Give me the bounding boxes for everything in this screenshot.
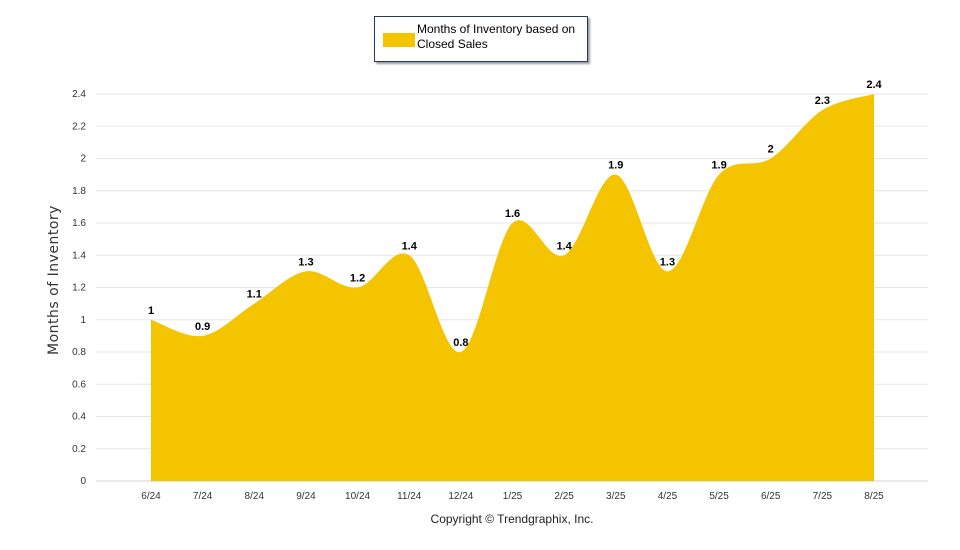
y-tick-label: 1.4 bbox=[72, 250, 86, 261]
y-tick-label: 0 bbox=[80, 476, 86, 487]
y-tick-label: 0.2 bbox=[72, 444, 86, 455]
x-tick-label: 7/24 bbox=[193, 491, 213, 502]
data-label: 1.3 bbox=[298, 256, 313, 268]
data-labels: 1 0.9 1.1 1.3 1.2 1.4 0.8 1.6 1.4 1.9 1.3 1.9 2 2.3 2.… bbox=[148, 79, 883, 349]
legend-label: Months of Inventory based on Closed Sale… bbox=[417, 22, 576, 51]
data-label: 1.1 bbox=[247, 289, 262, 301]
data-label: 1.9 bbox=[711, 160, 726, 172]
data-label: 1.3 bbox=[660, 256, 675, 268]
y-tick-label: 2.2 bbox=[72, 121, 86, 132]
y-tick-label: 0.4 bbox=[72, 412, 86, 423]
y-tick-label: 1.8 bbox=[72, 186, 86, 197]
x-tick-label: 11/24 bbox=[397, 491, 422, 502]
y-tick-label: 1 bbox=[80, 315, 86, 326]
x-tick-label: 5/25 bbox=[709, 491, 729, 502]
data-label: 2 bbox=[768, 144, 774, 156]
data-label: 1.9 bbox=[608, 160, 623, 172]
x-tick-labels: 6/24 7/24 8/24 9/24 10/24 11/24 12/24 1/25 2/25 3… bbox=[141, 491, 884, 502]
data-label: 1.4 bbox=[402, 240, 418, 252]
data-label: 1.4 bbox=[556, 240, 572, 252]
data-label: 1.6 bbox=[505, 208, 520, 220]
data-label: 1.2 bbox=[350, 273, 365, 285]
y-axis-title: Months of Inventory bbox=[46, 205, 62, 355]
x-tick-label: 9/24 bbox=[296, 491, 316, 502]
x-tick-label: 6/25 bbox=[761, 491, 781, 502]
y-tick-label: 2.4 bbox=[72, 89, 86, 100]
y-tick-label: 0.8 bbox=[72, 347, 86, 358]
copyright-notice: Copyright © Trendgraphix, Inc. bbox=[430, 512, 594, 526]
x-tick-label: 8/24 bbox=[245, 491, 265, 502]
y-tick-labels: 0 0.2 0.4 0.6 0.8 1 1.2 1.4 1.6 1.8 2 2.2 2.4 bbox=[72, 89, 86, 487]
x-tick-label: 4/25 bbox=[658, 491, 678, 502]
data-label: 2.4 bbox=[866, 79, 882, 91]
x-tick-label: 8/25 bbox=[864, 491, 884, 502]
data-label: 2.3 bbox=[815, 95, 830, 107]
x-tick-label: 7/25 bbox=[813, 491, 833, 502]
data-label: 0.8 bbox=[453, 337, 468, 349]
area-fill bbox=[151, 94, 874, 481]
y-tick-label: 0.6 bbox=[72, 379, 86, 390]
area-series bbox=[151, 94, 874, 481]
x-tick-label: 6/24 bbox=[141, 491, 161, 502]
x-tick-label: 10/24 bbox=[345, 491, 370, 502]
legend-swatch bbox=[383, 33, 415, 47]
y-tick-label: 2 bbox=[80, 154, 86, 165]
y-tick-label: 1.6 bbox=[72, 218, 86, 229]
x-tick-label: 2/25 bbox=[554, 491, 574, 502]
x-tick-label: 1/25 bbox=[503, 491, 523, 502]
x-tick-label: 3/25 bbox=[606, 491, 626, 502]
data-label: 0.9 bbox=[195, 321, 210, 333]
legend: Months of Inventory based on Closed Sale… bbox=[374, 16, 588, 62]
x-tick-label: 12/24 bbox=[448, 491, 473, 502]
y-tick-label: 1.2 bbox=[72, 283, 86, 294]
data-label: 1 bbox=[148, 305, 154, 317]
